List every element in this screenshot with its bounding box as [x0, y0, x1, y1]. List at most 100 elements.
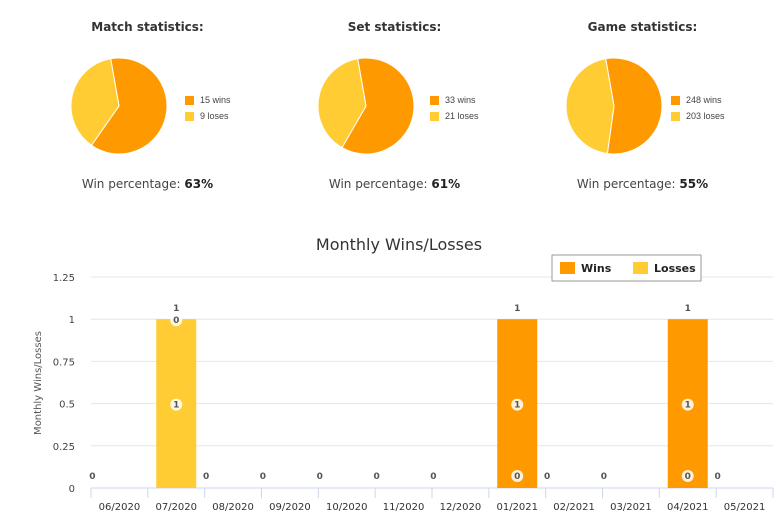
wins-swatch — [185, 95, 194, 105]
data-label-bubble — [541, 470, 554, 482]
pie-title: Match statistics: — [91, 20, 204, 34]
wins-swatch — [430, 95, 439, 105]
data-label-bubble — [370, 470, 383, 482]
data-label-losses: 0 — [681, 470, 694, 482]
data-label-bubble — [597, 470, 610, 482]
pie-slice-losses[interactable] — [70, 58, 120, 147]
data-label-bubble — [256, 470, 269, 482]
x-tick-label: 02/2021 — [553, 502, 595, 513]
legend-item-losses[interactable]: Losses — [633, 262, 696, 275]
x-tick-label: 08/2020 — [212, 502, 254, 513]
match-statistics-panel: Match statistics: 15 wins 9 loses Win pe… — [18, 0, 277, 200]
x-tick-label: 11/2020 — [383, 502, 425, 513]
data-label-text: 0 — [317, 472, 323, 482]
y-tick-label: 1.25 — [53, 273, 75, 284]
losses-swatch — [430, 111, 439, 121]
legend-label: 248 wins — [686, 95, 722, 105]
set-pie-chart — [317, 57, 415, 155]
data-label-text: 1 — [685, 401, 691, 411]
y-axis-label: Monthly Wins/Losses — [33, 331, 44, 435]
win-percentage: Win percentage: 55% — [513, 177, 772, 191]
legend-label: 21 loses — [445, 111, 479, 121]
pie-slice-wins[interactable] — [605, 57, 663, 155]
pie-slice-wins[interactable] — [90, 57, 168, 155]
data-label-zero: 0 — [541, 470, 554, 482]
data-label-text: 0 — [430, 472, 436, 482]
win-percentage-label: Win percentage: — [328, 177, 432, 191]
legend-item-losses[interactable]: 9 loses — [185, 108, 231, 124]
win-percentage-value: 63% — [184, 177, 214, 191]
data-label-bubble — [170, 398, 183, 411]
monthly-bar-chart: Monthly Wins/Losses Monthly Wins/Losses … — [33, 235, 774, 513]
y-tick-label: 1 — [69, 315, 75, 326]
legend-item-wins[interactable]: 33 wins — [430, 92, 479, 108]
data-label-zero: 0 — [313, 470, 326, 482]
wins-swatch — [560, 262, 575, 274]
data-label-zero: 0 — [427, 470, 440, 482]
win-percentage-label: Win percentage: — [81, 177, 185, 191]
game-legend: 248 wins 203 loses — [671, 92, 725, 124]
wins-swatch — [671, 95, 680, 105]
data-label-text: 0 — [203, 472, 209, 482]
pie-title: Game statistics: — [587, 20, 698, 34]
data-label-bubble — [170, 314, 183, 327]
y-axis-ticks: 0 0.25 0.5 0.75 1 1.25 — [53, 273, 75, 495]
data-label-bubble — [681, 470, 694, 482]
data-label-zero: 0 — [370, 470, 383, 482]
legend-item-wins[interactable]: 15 wins — [185, 92, 231, 108]
data-label-zero: 0 — [200, 470, 213, 482]
data-label-bubble — [511, 398, 524, 411]
data-label-text: 1 — [173, 401, 179, 411]
legend-label: 15 wins — [200, 95, 231, 105]
data-label-total: 1 — [514, 304, 520, 314]
win-percentage-value: 55% — [679, 177, 709, 191]
data-label-bubble — [313, 470, 326, 482]
pie-slice-losses[interactable] — [565, 58, 615, 155]
x-tick-label: 01/2021 — [496, 502, 538, 513]
x-tick-label: 10/2020 — [326, 502, 368, 513]
data-label-losses: 1 — [170, 398, 183, 411]
set-legend: 33 wins 21 loses — [430, 92, 479, 124]
data-label-text: 1 — [514, 401, 520, 411]
data-label-text: 0 — [544, 472, 550, 482]
legend-item-losses[interactable]: 203 loses — [671, 108, 725, 124]
data-label-text: 0 — [714, 472, 720, 482]
data-label-text: 0 — [373, 472, 379, 482]
legend-item-wins[interactable]: Wins — [560, 262, 612, 275]
y-tick-label: 0.25 — [53, 442, 75, 453]
legend-box — [551, 254, 702, 282]
x-tick-label: 12/2020 — [440, 502, 482, 513]
pie-slice-losses[interactable] — [317, 58, 367, 149]
data-label-bubble — [511, 470, 524, 482]
legend-item-wins[interactable]: 248 wins — [671, 92, 725, 108]
legend-label: 33 wins — [445, 95, 476, 105]
win-percentage: Win percentage: 61% — [265, 177, 524, 191]
losses-swatch — [671, 111, 680, 121]
y-tick-label: 0.5 — [59, 400, 75, 411]
win-percentage-label: Win percentage: — [576, 177, 680, 191]
chart-title: Monthly Wins/Losses — [316, 235, 482, 254]
y-tick-label: 0.75 — [53, 357, 75, 368]
data-label-bubble — [200, 470, 213, 482]
data-label-text: 0 — [514, 472, 520, 482]
legend-wins-label: Wins — [581, 262, 612, 275]
data-label-zero: 0 — [711, 470, 724, 482]
x-tick-label: 03/2021 — [610, 502, 652, 513]
y-tick-label: 0 — [69, 484, 75, 495]
data-label-total: 1 — [685, 304, 691, 314]
data-label-wins: 1 — [511, 398, 524, 411]
legend-item-losses[interactable]: 21 loses — [430, 108, 479, 124]
data-label-zero: 0 — [597, 470, 610, 482]
x-axis-ticks: 06/2020 07/2020 08/2020 09/2020 10/2020 11/20… — [90, 488, 774, 513]
legend-label: 203 loses — [686, 111, 725, 121]
x-tick-label: 06/2020 — [99, 502, 141, 513]
losses-swatch — [185, 111, 194, 121]
pie-slice-wins[interactable] — [341, 57, 415, 155]
data-label-total: 1 — [173, 304, 179, 314]
match-legend: 15 wins 9 loses — [185, 92, 231, 124]
x-tick-label: 09/2020 — [269, 502, 311, 513]
data-label-zero: 0 — [256, 470, 269, 482]
win-percentage-value: 61% — [431, 177, 461, 191]
data-label-losses: 0 — [511, 470, 524, 482]
data-label-text: 0 — [685, 472, 691, 482]
